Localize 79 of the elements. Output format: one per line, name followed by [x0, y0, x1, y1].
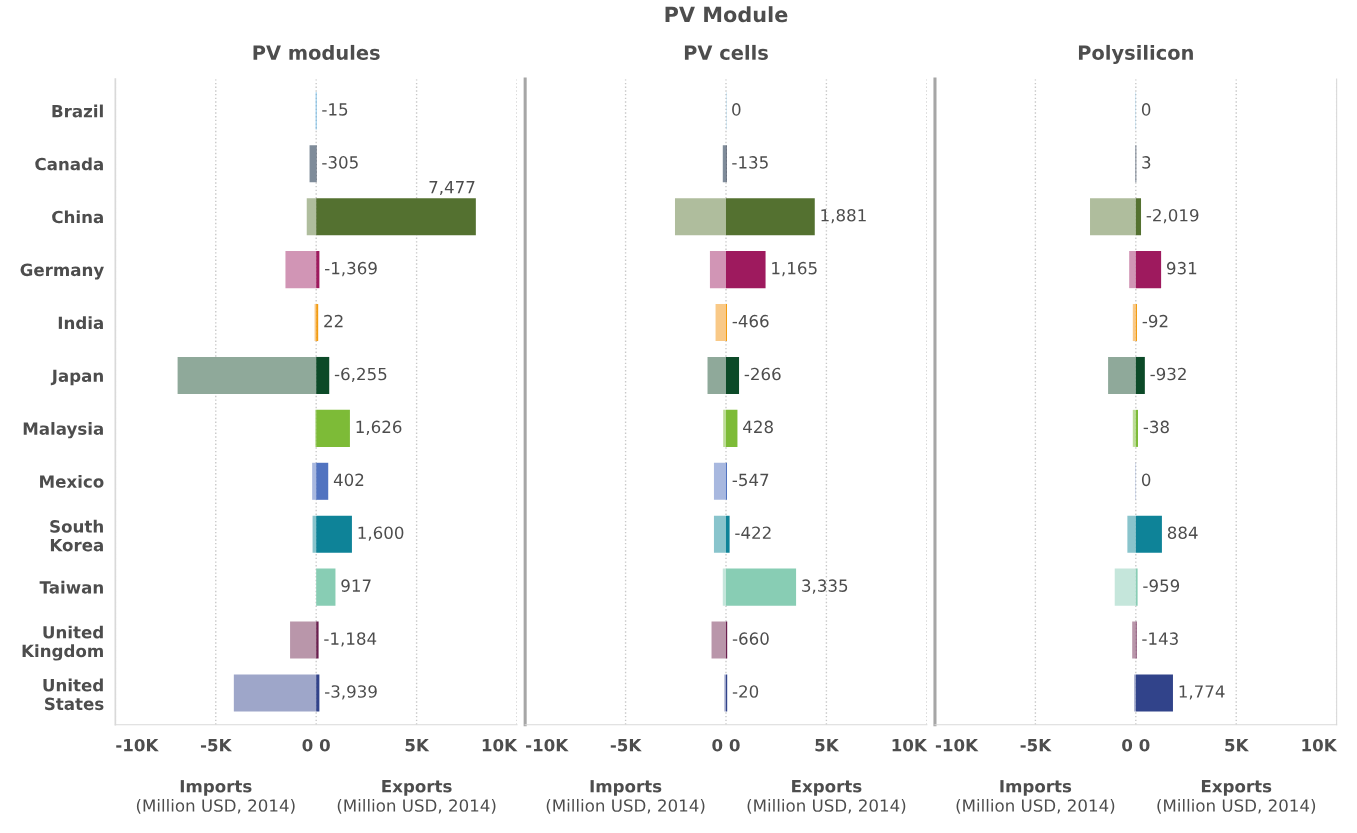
x-tick-label: -10K [116, 738, 159, 752]
text: Imports [590, 780, 662, 796]
x-tick-label: 10K [892, 738, 928, 752]
annotation: -3,939 [325, 685, 377, 700]
annotation: 428 [743, 420, 773, 434]
annotation: 884 [1167, 526, 1198, 540]
annotation: 0 [1141, 103, 1151, 116]
text: Imports [1000, 780, 1072, 796]
text: (Million USD, 2014) [747, 798, 906, 814]
x-tick-label: -5K [610, 739, 642, 752]
annotation: -959 [1143, 579, 1180, 592]
x-tick-label: 0 0 [1122, 738, 1150, 752]
annotation: -422 [735, 526, 771, 539]
annotation: 3 [1142, 156, 1151, 169]
y-tick-label: Japan [50, 369, 103, 386]
x-tick-label: -5K [200, 739, 232, 752]
chart-subtitle: Polysilicon [1078, 44, 1193, 64]
annotation: -660 [732, 632, 769, 645]
text: (Million USD, 2014) [1157, 798, 1316, 814]
annotation: -135 [732, 156, 768, 169]
text: (Million USD, 2014) [136, 798, 295, 814]
annotation: -92 [1142, 314, 1168, 328]
x-tick-label: 0 0 [302, 738, 330, 752]
y-tick-label: Germany [20, 263, 104, 280]
annotation: -1,184 [324, 632, 377, 647]
annotation: -266 [744, 367, 781, 381]
y-tick-label: Mexico [40, 474, 104, 488]
annotation: -305 [322, 156, 358, 169]
annotation: -38 [1143, 420, 1169, 434]
annotation: -932 [1150, 367, 1186, 381]
y-tick-label: South Korea [50, 519, 103, 552]
text: Exports [1201, 780, 1272, 796]
annotation: 1,626 [356, 420, 402, 435]
annotation: 3,335 [802, 579, 848, 594]
annotation: 0 [1141, 473, 1151, 487]
x-tick-label: 5K [1225, 739, 1249, 752]
text: (Million USD, 2014) [546, 798, 705, 814]
y-tick-label: Malaysia [23, 422, 103, 439]
text: Exports [792, 780, 862, 796]
chart-subtitle: PV modules [253, 44, 380, 60]
x-tick-label: -10K [935, 738, 979, 752]
text: Exports [382, 780, 452, 796]
annotation: -2,019 [1146, 208, 1199, 224]
x-tick-label: 5K [815, 739, 840, 752]
annotation: -20 [732, 685, 759, 698]
y-tick-label: United States [43, 678, 104, 711]
annotation: 1,600 [358, 526, 404, 541]
y-tick-label: Canada [35, 157, 103, 171]
y-tick-label: United Kingdom [22, 625, 103, 661]
annotation: -547 [732, 473, 769, 487]
y-tick-label: Taiwan [39, 580, 103, 594]
annotation: 1,881 [821, 208, 866, 224]
annotation: -143 [1142, 632, 1178, 645]
chart-subtitle: PV cells [684, 44, 768, 60]
text: (Million USD, 2014) [956, 798, 1115, 814]
annotation: -1,369 [325, 261, 377, 277]
annotation: -15 [322, 103, 348, 116]
y-tick-label: China [52, 210, 103, 224]
annotation: 22 [324, 314, 343, 328]
annotation: 0 [732, 103, 741, 116]
annotation: 402 [333, 473, 364, 487]
text: Imports [180, 780, 252, 796]
chart-title: PV Module [665, 6, 788, 23]
y-tick-label: India [58, 316, 103, 330]
annotation: 1,165 [772, 261, 817, 277]
y-tick-label: Brazil [52, 104, 103, 118]
x-tick-label: 5K [405, 739, 430, 752]
annotation: 7,477 [429, 180, 475, 196]
annotation: -466 [732, 314, 769, 328]
text: (Million USD, 2014) [337, 798, 496, 814]
x-tick-label: 10K [482, 738, 518, 752]
x-tick-label: 0 0 [712, 738, 740, 752]
x-tick-label: -10K [526, 738, 569, 752]
annotation: 931 [1166, 261, 1197, 275]
x-tick-label: 10K [1302, 738, 1338, 752]
x-tick-label: -5K [1020, 739, 1052, 752]
annotation: -6,255 [334, 367, 387, 382]
annotation: 917 [341, 579, 371, 592]
annotation: 1,774 [1179, 685, 1225, 700]
